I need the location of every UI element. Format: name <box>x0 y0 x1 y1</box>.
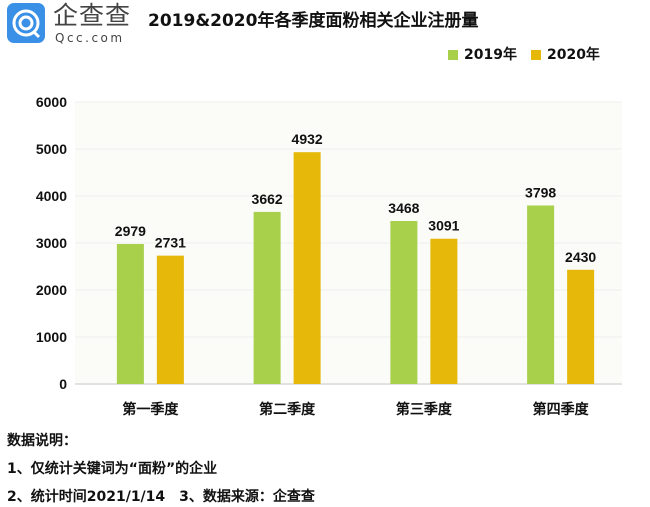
legend-label-2020: 2020年 <box>546 47 600 63</box>
y-tick-label: 3000 <box>36 235 67 251</box>
data-label: 2430 <box>565 249 596 265</box>
y-tick-label: 2000 <box>36 282 67 298</box>
y-tick-label: 0 <box>59 376 67 392</box>
x-tick-label: 第四季度 <box>533 401 590 417</box>
data-label: 2731 <box>155 235 186 251</box>
notes-heading: 数据说明： <box>7 433 77 449</box>
y-tick-label: 5000 <box>36 141 67 157</box>
bar-2020年-第四季度 <box>567 269 595 384</box>
x-tick-label: 第一季度 <box>122 401 179 417</box>
legend-label-2019: 2019年 <box>464 47 517 63</box>
note-2: 2、统计时间2021/1/14 3、数据来源：企查查 <box>7 489 315 505</box>
x-tick-label: 第三季度 <box>396 401 453 417</box>
bar-2020年-第三季度 <box>430 238 458 384</box>
data-label: 3468 <box>388 200 419 216</box>
bar-2019年-第二季度 <box>253 211 281 384</box>
qcc-logo-icon <box>7 3 45 43</box>
bar-2020年-第二季度 <box>293 152 321 384</box>
data-label: 3091 <box>428 218 459 234</box>
bar-2019年-第四季度 <box>527 205 555 384</box>
bar-2020年-第一季度 <box>156 255 184 384</box>
data-label: 2979 <box>115 223 146 239</box>
x-tick-label: 第二季度 <box>259 401 316 417</box>
legend-swatch-2019 <box>448 50 458 60</box>
data-label: 3662 <box>252 191 283 207</box>
legend-swatch-2020 <box>530 50 541 60</box>
data-label: 4932 <box>292 131 323 147</box>
y-tick-label: 6000 <box>36 94 67 110</box>
data-label: 3798 <box>525 184 556 200</box>
logo-domain: Qcc.com <box>55 31 125 45</box>
logo-text: 企查查 <box>53 1 132 30</box>
bar-2019年-第一季度 <box>116 243 144 384</box>
y-tick-label: 4000 <box>36 188 67 204</box>
y-tick-label: 1000 <box>36 329 67 345</box>
note-1: 1、仅统计关键词为“面粉”的企业 <box>7 461 218 477</box>
legend: 2019年 2020年 <box>448 46 600 64</box>
chart-title: 2019&2020年各季度面粉相关企业注册量 <box>148 11 479 31</box>
bar-chart: 0 1000 2000 3000 4000 5000 6000 2979 2731 第一季度 366… <box>36 94 622 417</box>
bar-2019年-第三季度 <box>390 221 418 384</box>
